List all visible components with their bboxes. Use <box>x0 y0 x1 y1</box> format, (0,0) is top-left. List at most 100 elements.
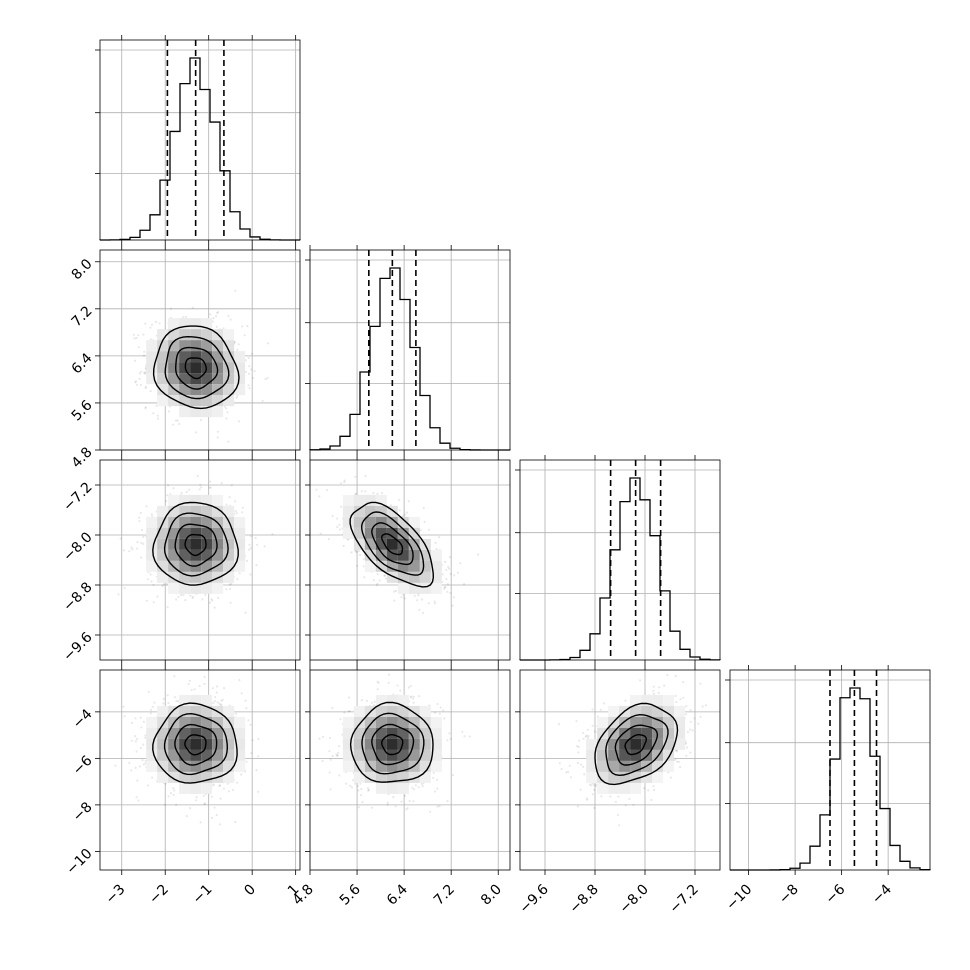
scatter-point <box>364 475 367 478</box>
density-cell <box>353 705 365 717</box>
scatter-point <box>204 593 207 596</box>
scatter-point <box>226 411 229 414</box>
scatter-point <box>149 326 152 329</box>
scatter-point <box>167 795 170 798</box>
density-cell <box>386 538 398 550</box>
scatter-point <box>169 792 173 795</box>
scatter-point <box>244 370 247 373</box>
scatter-point <box>256 543 259 546</box>
scatter-point <box>134 381 137 384</box>
y-tick-label: 6.4 <box>69 350 96 377</box>
scatter-point <box>378 579 381 582</box>
y-tick-label: −4 <box>70 706 96 732</box>
scatter-point <box>436 805 439 808</box>
density-cell <box>190 494 202 506</box>
scatter-point <box>215 325 218 328</box>
scatter-point <box>193 688 196 691</box>
scatter-point <box>255 564 258 567</box>
scatter-point <box>459 562 462 565</box>
scatter-point <box>182 593 185 597</box>
scatter-point <box>337 751 340 754</box>
density-cell <box>212 494 224 506</box>
density-cell <box>190 329 202 341</box>
scatter-point <box>360 787 363 791</box>
x-tick-label: 0 <box>241 882 259 900</box>
scatter-point <box>386 803 389 807</box>
density-cell <box>157 760 169 772</box>
scatter-point <box>448 556 452 559</box>
density-cell <box>190 516 202 528</box>
scatter-point <box>347 710 350 713</box>
scatter-point <box>448 567 451 570</box>
scatter-point <box>249 573 252 576</box>
scatter-point <box>329 788 332 791</box>
density-cell <box>342 516 354 528</box>
scatter-point <box>434 541 437 545</box>
density-cell <box>201 406 213 418</box>
scatter-point <box>387 681 390 685</box>
scatter-point <box>247 548 250 551</box>
density-cell <box>201 694 213 706</box>
scatter-point <box>365 699 369 702</box>
scatter-point <box>144 371 147 374</box>
scatter-point <box>250 368 253 371</box>
density-cell <box>168 329 180 341</box>
density-cell <box>157 738 169 750</box>
density-cell <box>234 716 246 728</box>
scatter-point <box>198 685 201 688</box>
density-cell <box>179 395 191 407</box>
contour-3 <box>152 325 240 410</box>
scatter-point <box>195 796 198 799</box>
density-cell <box>157 373 169 385</box>
scatter-point <box>236 348 239 351</box>
scatter-point <box>156 414 159 417</box>
scatter-point <box>414 784 417 787</box>
scatter-point <box>147 690 150 693</box>
scatter-point <box>392 796 395 799</box>
density-cell <box>223 340 235 352</box>
scatter-point <box>247 372 251 375</box>
scatter-point <box>215 813 218 817</box>
scatter-point <box>331 514 334 518</box>
scatter-point <box>412 800 415 803</box>
scatter-point <box>117 593 120 596</box>
scatter-point <box>400 800 403 803</box>
density-cell <box>201 782 213 794</box>
density-cell <box>223 384 235 396</box>
density-cell <box>212 582 224 594</box>
density-cell <box>201 329 213 341</box>
density-cell <box>168 516 180 528</box>
scatter-point <box>338 745 341 748</box>
scatter-point <box>172 487 175 490</box>
scatter-point <box>176 419 179 422</box>
scatter-point <box>386 801 389 804</box>
scatter-point <box>166 606 169 609</box>
scatter-point <box>394 805 397 808</box>
scatter-point <box>257 755 260 758</box>
density-cell <box>190 727 202 739</box>
density-cell <box>168 362 180 374</box>
scatter-point <box>344 782 348 785</box>
scatter-point <box>130 769 133 772</box>
scatter-point <box>138 520 141 523</box>
scatter-point <box>318 737 321 740</box>
scatter-point <box>254 536 257 540</box>
scatter-point <box>372 491 375 495</box>
density-cell <box>190 538 202 550</box>
density-cell <box>168 494 180 506</box>
scatter-point <box>238 679 241 682</box>
scatter-point <box>343 711 346 714</box>
density-cell <box>157 340 169 352</box>
scatter-point <box>253 370 256 373</box>
scatter-point <box>328 736 331 739</box>
scatter-point <box>247 719 250 722</box>
density-cell <box>157 362 169 374</box>
scatter-point <box>236 395 239 398</box>
scatter-point <box>202 794 205 797</box>
scatter-point <box>257 737 260 741</box>
scatter-point <box>318 495 321 498</box>
scatter-point <box>433 602 436 605</box>
density-cell <box>212 716 224 728</box>
scatter-point <box>217 311 220 314</box>
panel-frame <box>519 459 721 661</box>
